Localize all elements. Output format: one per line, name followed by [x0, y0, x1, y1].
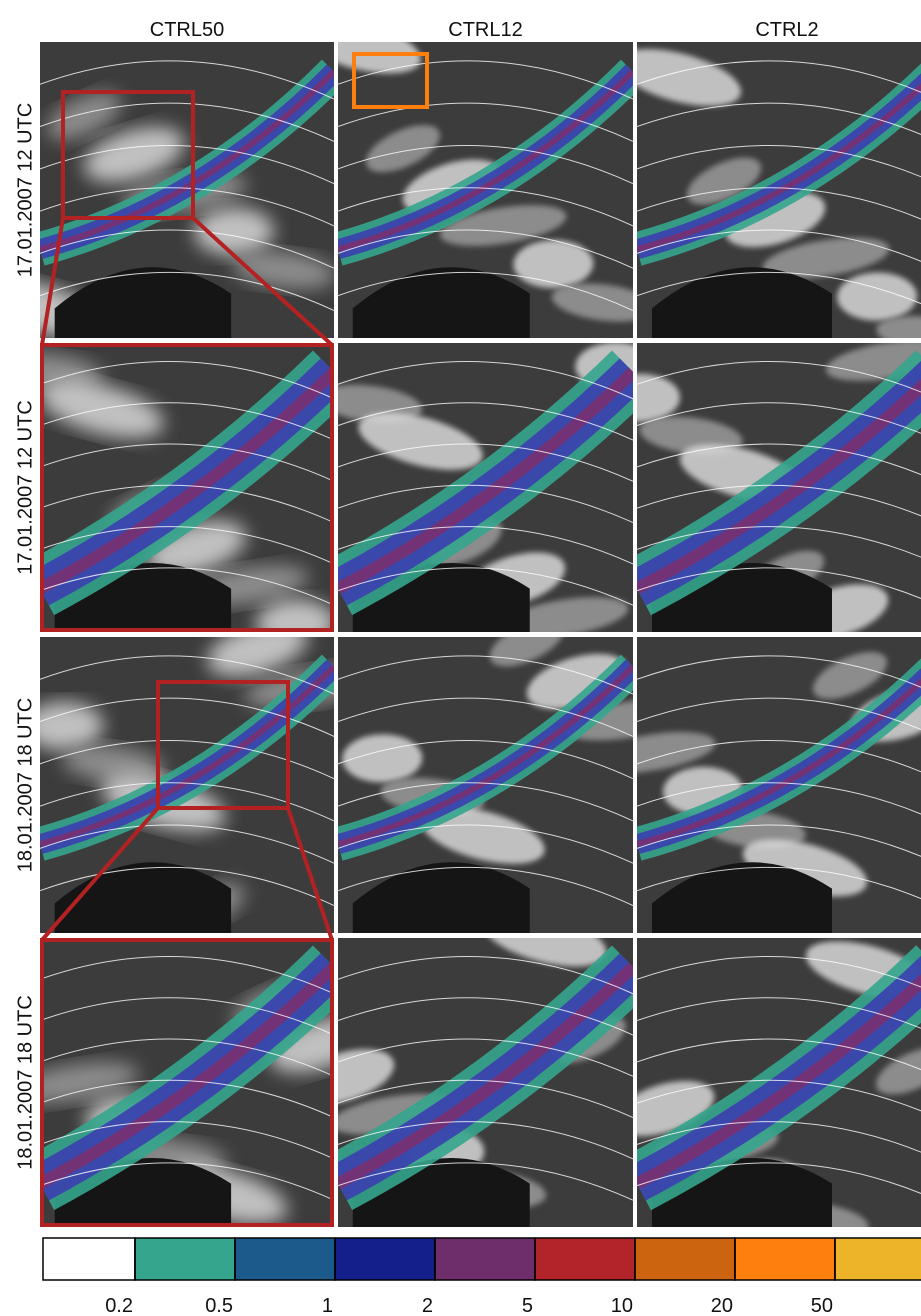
- colorbar-segment: [335, 1238, 435, 1280]
- colorbar-segment: [135, 1238, 235, 1280]
- colorbar-tick-label: 50: [811, 1295, 833, 1316]
- colorbar-segment: [43, 1238, 135, 1280]
- colorbar-tick-label: 10: [611, 1295, 633, 1316]
- row-label: 18.01.2007 18 UTC: [14, 995, 36, 1170]
- colorbar-tick-label: 0.2: [105, 1295, 133, 1316]
- map-panel: [607, 930, 921, 1245]
- map-panel: [611, 38, 921, 359]
- colorbar-tick-label: 5: [522, 1295, 533, 1316]
- colorbar-tick-label: 1: [322, 1295, 333, 1316]
- row-label: 17.01.2007 12 UTC: [14, 103, 36, 278]
- map-panel: [291, 5, 658, 353]
- page: {"figure": { "columns": ["CTRL50", "CTRL…: [0, 0, 921, 1316]
- colorbar-segment: [835, 1238, 921, 1280]
- figure: CTRL50 CTRL12 CTRL2 17.01.2007 12 UTC 17.01.…: [0, 0, 921, 1316]
- map-panel: [9, 938, 376, 1241]
- colorbar-segment: [235, 1238, 335, 1280]
- map-panel: [287, 898, 633, 1241]
- column-title: CTRL2: [755, 19, 818, 41]
- colorbar: 0.2 0.5 1 2 5 10 20 50: [43, 1238, 921, 1316]
- map-panel: [0, 343, 336, 648]
- colorbar-tick-label: 0.5: [205, 1295, 233, 1316]
- row-label: 18.01.2007 18 UTC: [14, 698, 36, 873]
- colorbar-segment: [535, 1238, 635, 1280]
- colorbar-segment: [735, 1238, 835, 1280]
- panel-grid: [0, 5, 921, 1245]
- column-title: CTRL50: [150, 19, 224, 41]
- colorbar-segment: [435, 1238, 535, 1280]
- colorbar-tick-label: 20: [711, 1295, 733, 1316]
- map-panel: [23, 611, 373, 948]
- colorbar-tick-label: 2: [422, 1295, 433, 1316]
- map-panel: [586, 637, 921, 948]
- map-panel: [600, 333, 921, 650]
- map-panel: [317, 341, 656, 646]
- colorbar-segment: [635, 1238, 735, 1280]
- column-title: CTRL12: [448, 19, 522, 41]
- row-label: 17.01.2007 12 UTC: [14, 400, 36, 575]
